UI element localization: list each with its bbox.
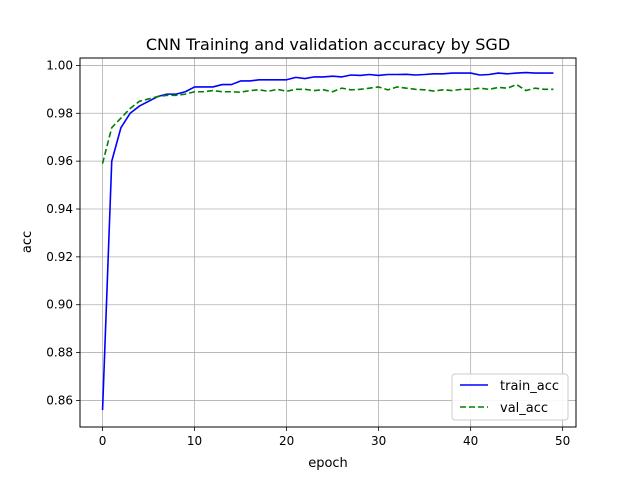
- y-tick-label: 0.88: [46, 346, 73, 360]
- y-tick-label: 0.96: [46, 154, 73, 168]
- legend: train_acc val_acc: [451, 373, 569, 421]
- plot-area-frame: [79, 57, 577, 428]
- y-tick-label: 0.94: [46, 202, 73, 216]
- x-tick-label: 30: [371, 434, 386, 448]
- x-axis-label: epoch: [308, 456, 348, 471]
- series-line-train-acc: [101, 71, 554, 411]
- legend-label-val-acc: val_acc: [500, 401, 548, 416]
- y-tick-label: 0.86: [46, 393, 73, 407]
- y-tick-label: 0.90: [46, 298, 73, 312]
- grid-lines: [80, 58, 576, 427]
- x-tick-label: 10: [187, 434, 202, 448]
- series-line-val-acc: [101, 83, 554, 164]
- chart-title: CNN Training and validation accuracy by …: [146, 35, 510, 54]
- series-lines: [101, 71, 554, 411]
- y-tick-label: 0.92: [46, 250, 73, 264]
- x-tick-label: 40: [463, 434, 478, 448]
- axis-ticks: 0 10 20 30 40 50 0.86 0.88 0.90 0.92 0.94 0.96 0.98 1…: [46, 58, 570, 448]
- y-axis-label: acc: [20, 231, 35, 253]
- x-tick-label: 20: [279, 434, 294, 448]
- x-tick-label: 0: [99, 434, 107, 448]
- x-tick-label: 50: [555, 434, 570, 448]
- y-tick-label: 0.98: [46, 106, 73, 120]
- legend-label-train-acc: train_acc: [500, 379, 559, 394]
- y-tick-label: 1.00: [46, 58, 73, 72]
